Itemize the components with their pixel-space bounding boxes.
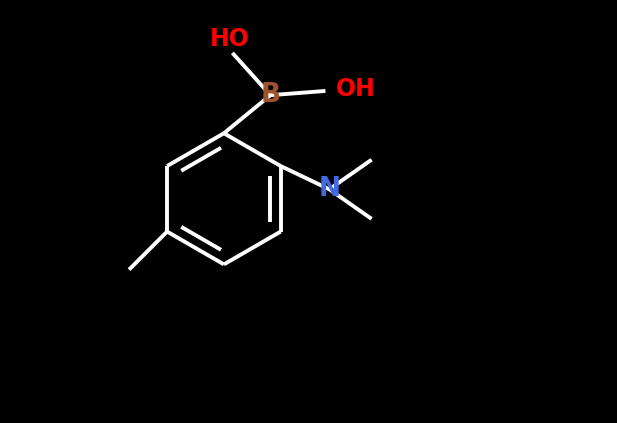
Text: B: B bbox=[260, 82, 281, 108]
Text: N: N bbox=[318, 176, 341, 202]
Text: HO: HO bbox=[210, 27, 250, 51]
Text: OH: OH bbox=[336, 77, 376, 101]
